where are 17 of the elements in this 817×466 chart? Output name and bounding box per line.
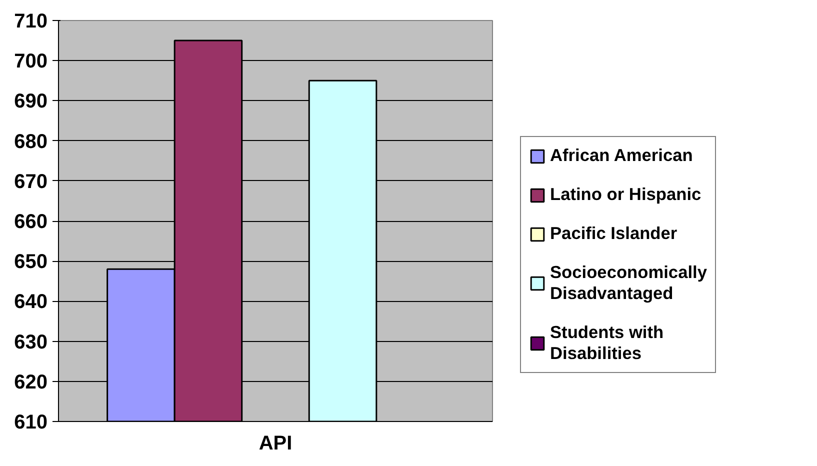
y-tick-label: 700 bbox=[14, 50, 48, 73]
y-tick-label: 670 bbox=[14, 170, 48, 193]
y-tick-label: 690 bbox=[14, 90, 48, 113]
y-tick-label: 710 bbox=[14, 10, 48, 32]
legend-label: Students with Disabilities bbox=[550, 322, 664, 364]
y-tick-label: 630 bbox=[14, 331, 48, 354]
y-tick-label: 620 bbox=[14, 371, 48, 394]
y-tick-label: 680 bbox=[14, 130, 48, 153]
y-tick-label: 660 bbox=[14, 211, 48, 233]
y-tick-label: 650 bbox=[14, 251, 48, 274]
legend-label: Latino or Hispanic bbox=[550, 184, 702, 205]
x-tick-label: API bbox=[258, 432, 292, 454]
legend-label: Socioeconomically Disadvantaged bbox=[550, 262, 707, 304]
legend-label: Pacific Islander bbox=[550, 223, 678, 244]
legend-label: African American bbox=[550, 145, 693, 166]
y-tick-label: 610 bbox=[14, 412, 48, 434]
y-tick-label: 640 bbox=[14, 291, 48, 314]
